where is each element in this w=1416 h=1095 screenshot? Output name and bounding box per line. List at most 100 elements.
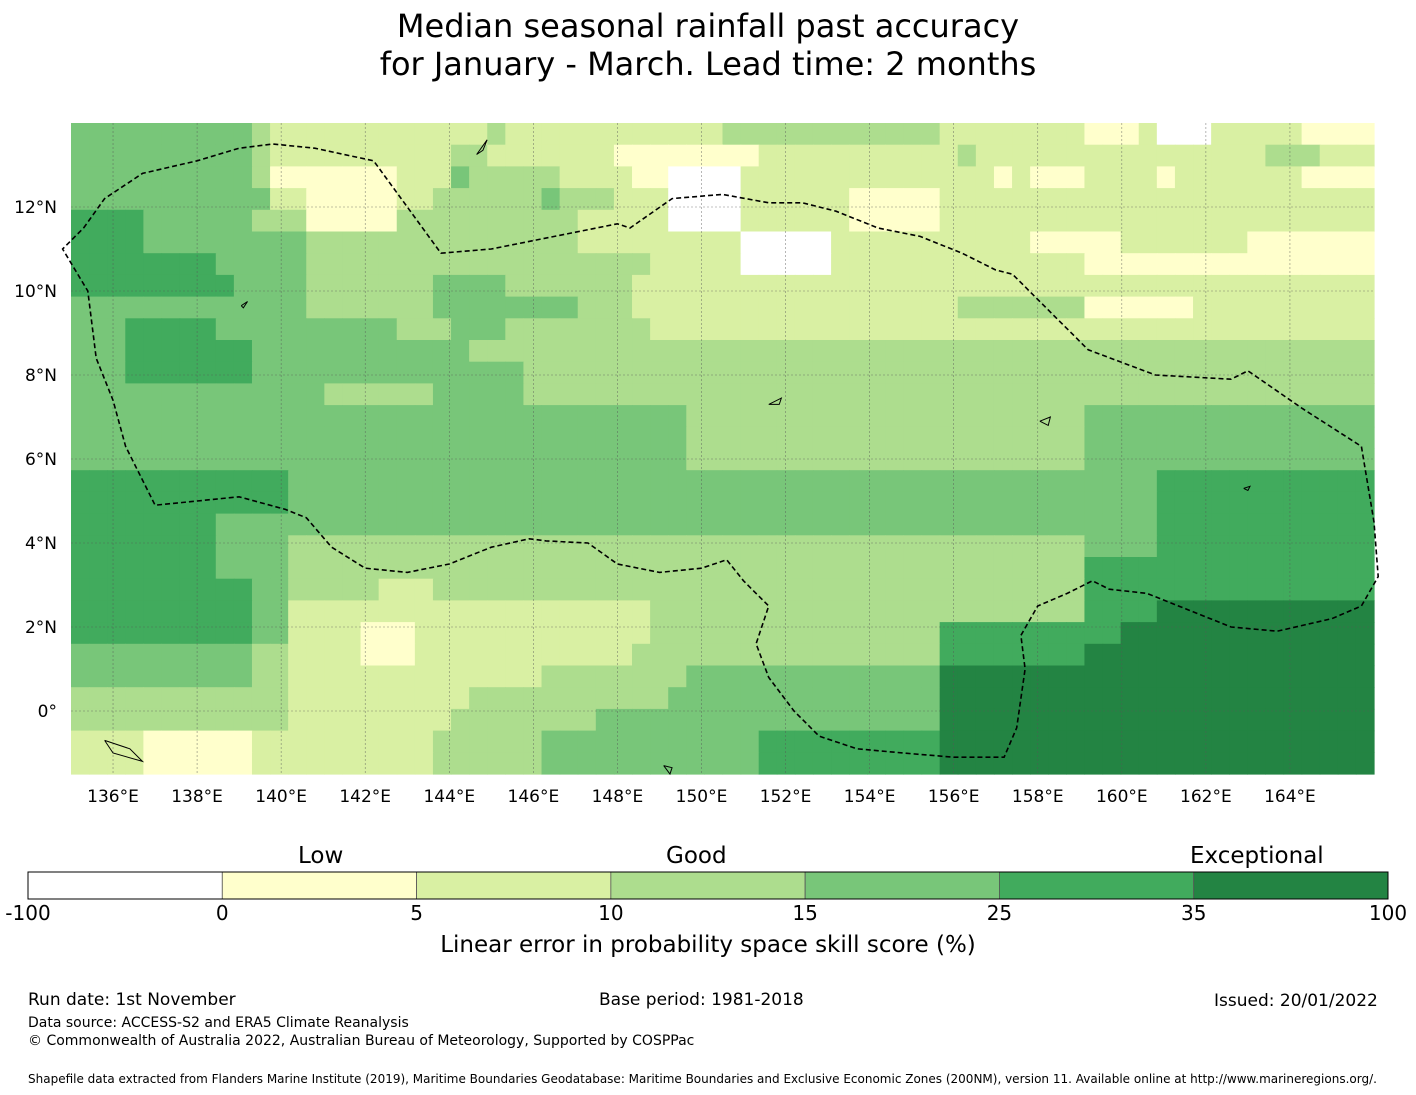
grid-cell (903, 209, 923, 233)
grid-cell (559, 296, 579, 319)
grid-cell (1102, 513, 1122, 536)
grid-cell (885, 426, 905, 450)
grid-cell (957, 687, 977, 710)
grid-cell (1355, 535, 1375, 558)
grid-cell (233, 600, 253, 623)
grid-cell (686, 253, 706, 276)
grid-cell (306, 513, 325, 536)
grid-cell (1030, 557, 1049, 580)
grid-cell (776, 578, 796, 601)
grid-cell (1048, 708, 1067, 732)
grid-cell (776, 491, 796, 515)
grid-cell (179, 144, 199, 167)
grid-cell (233, 513, 253, 536)
grid-cell (1138, 513, 1158, 536)
grid-cell (233, 730, 253, 753)
grid-cell (1229, 188, 1248, 211)
grid-cell (523, 687, 543, 710)
skill-map[interactable]: 136°E 138°E 140°E 142°E 144°E 146°E 148°E 150°E… (0, 0, 1416, 830)
grid-cell (143, 513, 163, 536)
grid-cell (505, 123, 525, 146)
grid-cell (740, 535, 760, 558)
grid-cell (197, 557, 217, 580)
chuuk-outline (768, 397, 783, 405)
grid-cell (324, 448, 344, 471)
grid-cell (1301, 643, 1321, 667)
grid-cell (378, 253, 398, 276)
grid-cell (704, 405, 724, 428)
grid-cell (1319, 708, 1339, 732)
grid-cell (360, 708, 380, 732)
grid-cell (885, 448, 905, 471)
grid-cell (613, 340, 633, 363)
grid-cell (903, 405, 923, 428)
grid-cell (1048, 296, 1067, 319)
grid-cell (1319, 535, 1339, 558)
grid-cell (686, 426, 706, 450)
grid-cell (686, 209, 706, 233)
grid-cell (215, 166, 235, 189)
grid-cell (215, 535, 235, 558)
grid-cell (577, 405, 597, 428)
grid-cell (849, 578, 868, 601)
grid-cell (577, 318, 597, 341)
grid-cell (1247, 383, 1267, 406)
grid-cell (993, 426, 1013, 450)
grid-cell (1229, 491, 1248, 515)
grid-cell (1012, 166, 1031, 189)
grid-cell (831, 426, 850, 450)
grid-cell (125, 253, 144, 276)
grid-cell (143, 231, 163, 254)
grid-cell (469, 448, 488, 471)
grid-cell (251, 470, 271, 493)
grid-cell (993, 188, 1013, 211)
grid-cell (704, 274, 724, 298)
grid-cell (107, 166, 126, 189)
grid-cell (704, 578, 724, 601)
grid-cell (1066, 665, 1086, 688)
grid-cell (831, 687, 850, 710)
grid-cell (559, 752, 579, 775)
grid-cell (1066, 557, 1086, 580)
grid-cell (704, 426, 724, 450)
grid-cell (921, 622, 941, 645)
grid-cell (722, 383, 742, 406)
grid-cell (993, 665, 1013, 688)
latitude-tick-label: 6°N (25, 450, 57, 470)
grid-cell (686, 405, 706, 428)
grid-cell (1301, 209, 1321, 233)
grid-cell (451, 253, 470, 276)
grid-cell (740, 730, 760, 753)
grid-cell (957, 557, 977, 580)
grid-cell (306, 470, 325, 493)
grid-cell (939, 144, 959, 167)
grid-cell (975, 188, 995, 211)
grid-cell (867, 535, 886, 558)
grid-cell (921, 643, 941, 667)
grid-cell (1156, 491, 1176, 515)
grid-cell (650, 578, 669, 601)
grid-cell (1301, 188, 1321, 211)
grid-cell (1355, 296, 1375, 319)
grid-cell (71, 448, 90, 471)
grid-cell (903, 513, 923, 536)
grid-cell (1030, 318, 1049, 341)
grid-cell (704, 513, 724, 536)
grid-cell (740, 361, 760, 384)
grid-cell (1030, 470, 1049, 493)
grid-cell (1120, 708, 1140, 732)
grid-cell (1084, 578, 1104, 601)
grid-cell (469, 470, 488, 493)
grid-cell (179, 274, 199, 298)
grid-cell (414, 144, 434, 167)
grid-cell (686, 687, 706, 710)
grid-cell (704, 383, 724, 406)
grid-cell (179, 426, 199, 450)
grid-cell (577, 274, 597, 298)
grid-cell (613, 274, 633, 298)
grid-cell (71, 231, 90, 254)
grid-cell (776, 405, 796, 428)
grid-cell (1211, 578, 1230, 601)
colorbar-caption: Linear error in probability space skill … (440, 932, 976, 958)
grid-cell (867, 665, 886, 688)
